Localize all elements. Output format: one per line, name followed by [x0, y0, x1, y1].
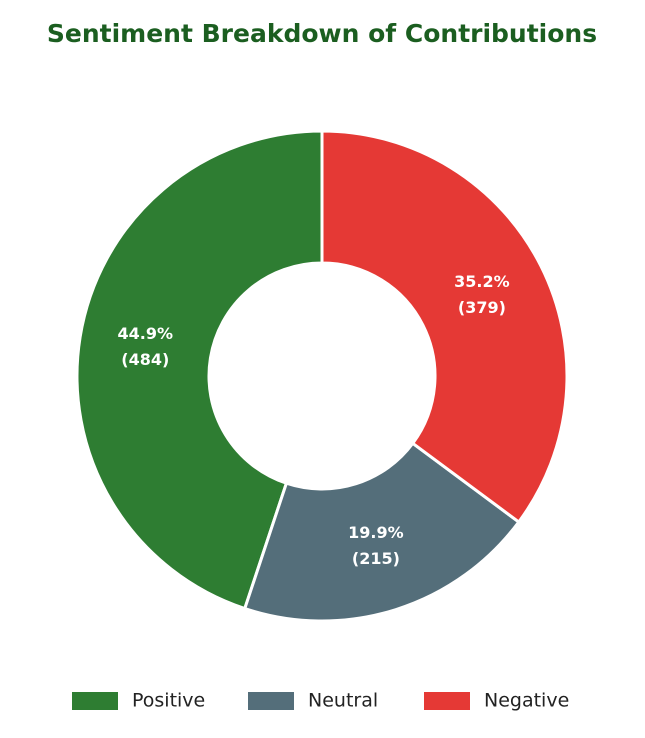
- legend-swatch: [248, 692, 294, 710]
- legend-swatch: [72, 692, 118, 710]
- value-label: (379): [458, 298, 506, 317]
- legend-swatch: [424, 692, 470, 710]
- donut-slice: [75, 129, 324, 611]
- donut-slice: [320, 129, 569, 525]
- value-label: (484): [121, 350, 169, 369]
- percent-label: 35.2%: [454, 272, 510, 291]
- legend-label: Neutral: [308, 690, 378, 712]
- percent-label: 19.9%: [348, 523, 404, 542]
- chart-title: Sentiment Breakdown of Contributions: [47, 19, 597, 48]
- donut-slice: [242, 441, 521, 623]
- legend-label: Negative: [484, 690, 569, 712]
- percent-label: 44.9%: [118, 324, 174, 343]
- value-label: (215): [352, 549, 400, 568]
- legend-label: Positive: [132, 690, 205, 712]
